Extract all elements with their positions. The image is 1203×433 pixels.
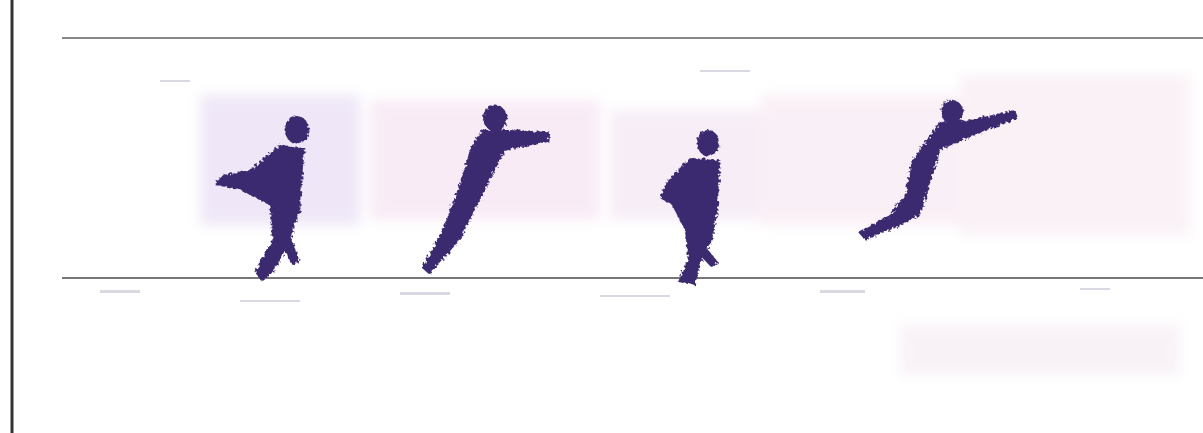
speckles bbox=[100, 70, 1110, 302]
runner-4 bbox=[858, 100, 1018, 240]
runner-2 bbox=[422, 105, 550, 275]
wash bbox=[900, 325, 1180, 375]
figures bbox=[215, 100, 1018, 285]
wash bbox=[960, 75, 1190, 235]
runner-3 bbox=[660, 130, 720, 285]
background-wash bbox=[200, 75, 1190, 375]
runner-1 bbox=[215, 116, 309, 282]
